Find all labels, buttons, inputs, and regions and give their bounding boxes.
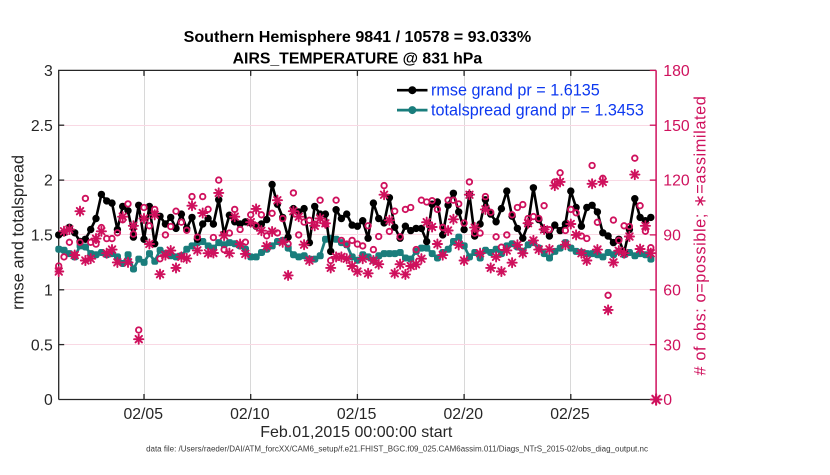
svg-text:150: 150 — [663, 118, 690, 135]
svg-text:02/20: 02/20 — [444, 406, 484, 423]
svg-text:rmse and totalspread: rmse and totalspread — [10, 155, 28, 310]
svg-text:02/05: 02/05 — [123, 406, 163, 423]
svg-text:# of obs: o=possible; ∗=assimi: # of obs: o=possible; ∗=assimilated — [692, 96, 710, 376]
svg-text:AIRS_TEMPERATURE @ 831 hPa: AIRS_TEMPERATURE @ 831 hPa — [233, 51, 483, 68]
svg-text:90: 90 — [663, 228, 681, 245]
svg-text:2: 2 — [44, 173, 53, 190]
svg-text:02/15: 02/15 — [337, 406, 377, 423]
svg-text:60: 60 — [663, 282, 681, 299]
svg-text:0: 0 — [44, 392, 53, 409]
svg-text:180: 180 — [663, 63, 690, 80]
svg-text:data file: /Users/raeder/DAI/A: data file: /Users/raeder/DAI/ATM_forcXX/… — [146, 445, 648, 454]
svg-text:Feb.01,2015 00:00:00 start: Feb.01,2015 00:00:00 start — [260, 424, 453, 441]
svg-text:3: 3 — [44, 63, 53, 80]
svg-text:30: 30 — [663, 337, 681, 354]
svg-text:0: 0 — [663, 392, 672, 409]
svg-text:02/10: 02/10 — [230, 406, 270, 423]
svg-text:02/25: 02/25 — [550, 406, 590, 423]
svg-text:rmse grand pr = 1.6135: rmse grand pr = 1.6135 — [431, 82, 600, 100]
svg-text:0.5: 0.5 — [31, 337, 53, 354]
svg-text:120: 120 — [663, 173, 690, 190]
svg-text:totalspread grand pr = 1.3453: totalspread grand pr = 1.3453 — [431, 101, 644, 119]
svg-text:2.5: 2.5 — [31, 118, 53, 135]
svg-text:1: 1 — [44, 282, 53, 299]
svg-text:Southern Hemisphere 9841 / 105: Southern Hemisphere 9841 / 10578 = 93.03… — [184, 28, 532, 46]
svg-text:1.5: 1.5 — [31, 228, 53, 245]
